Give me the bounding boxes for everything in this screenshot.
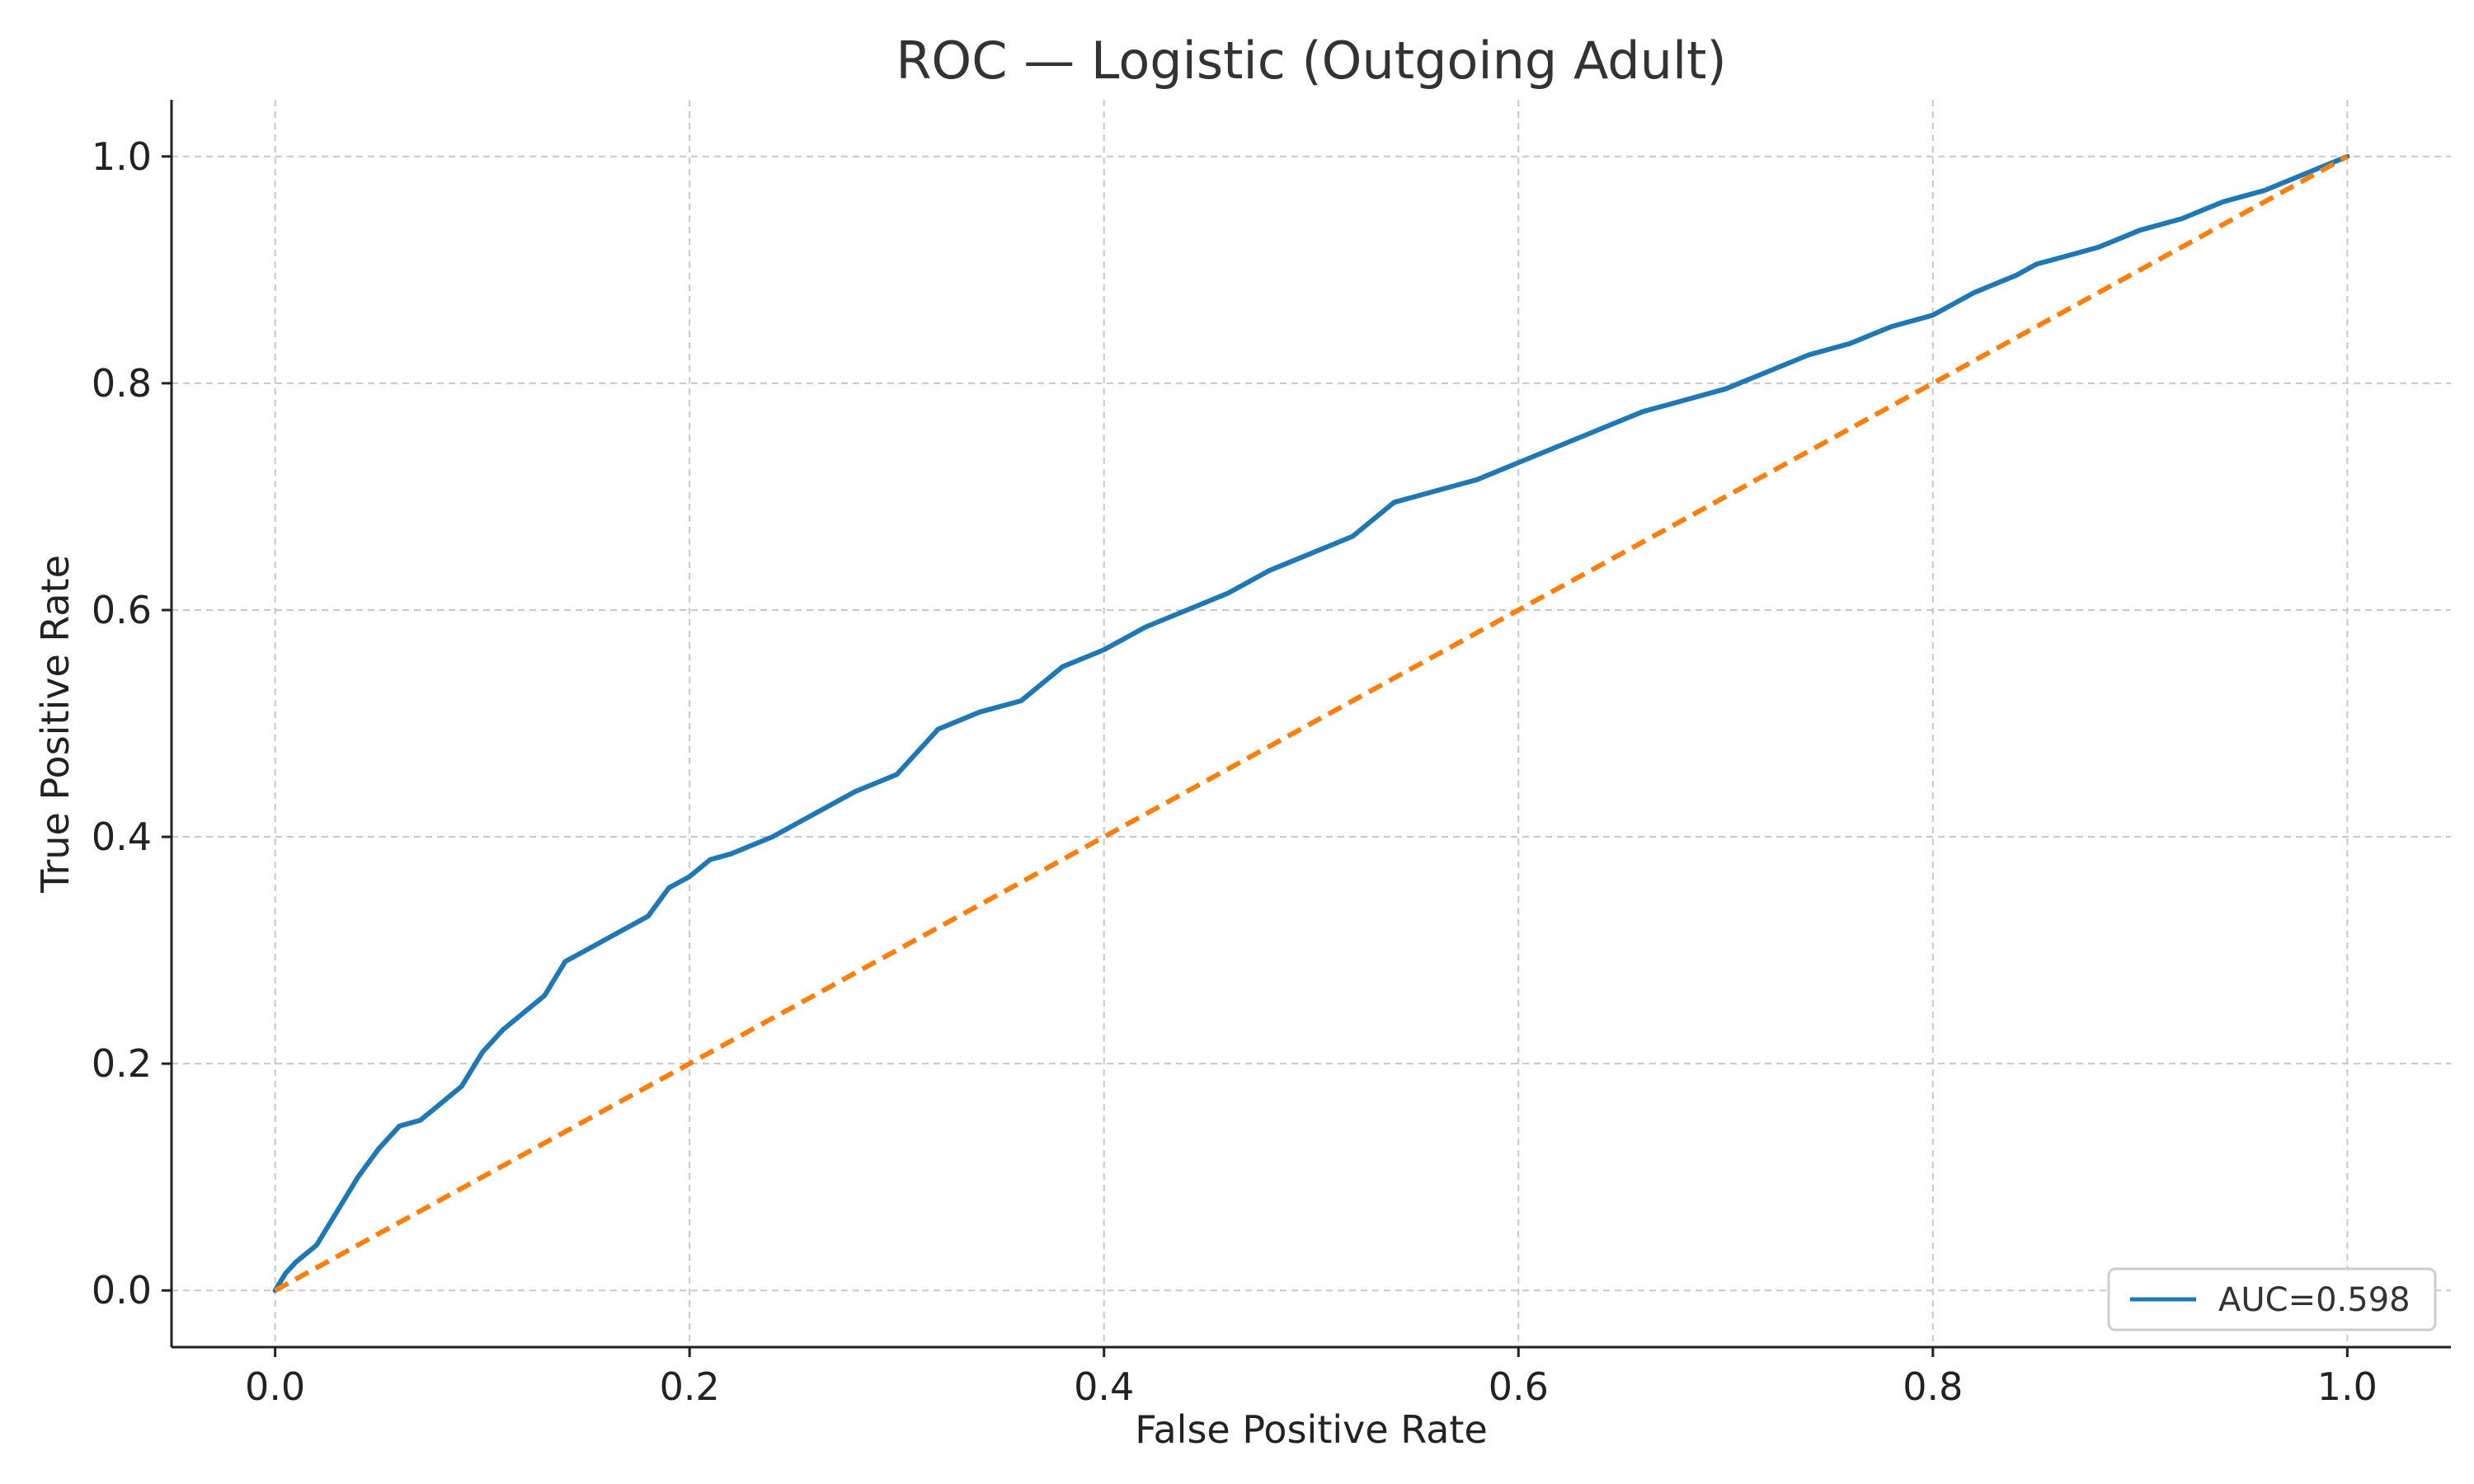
grid-layer	[172, 100, 2451, 1347]
y-tick-label: 0.0	[92, 1268, 152, 1313]
y-tick-label: 0.2	[92, 1041, 152, 1086]
x-tick-label: 0.0	[245, 1364, 305, 1409]
legend-box	[2107, 1267, 2437, 1331]
x-tick-label: 0.4	[1074, 1364, 1134, 1409]
y-tick-label: 0.8	[92, 361, 152, 406]
chance-diagonal-line	[274, 154, 2349, 1293]
x-axis-label: False Positive Rate	[1135, 1407, 1488, 1452]
axes-layer: 0.0 0.2 0.4 0.6 0.8 1.0 0.0 0.2 0.4 0.6 0.8 1.0	[92, 100, 2451, 1409]
chart-title: ROC — Logistic (Outgoing Adult)	[896, 31, 1726, 91]
x-tick-label: 0.8	[1903, 1364, 1963, 1409]
x-tick-label: 0.6	[1489, 1364, 1549, 1409]
series-layer	[272, 153, 2350, 1294]
y-tick-label: 0.6	[92, 588, 152, 632]
legend-label-auc: AUC=0.598	[2218, 1281, 2411, 1319]
x-tick-label: 0.2	[660, 1364, 720, 1409]
legend: AUC=0.598	[2107, 1267, 2437, 1331]
y-tick-label: 0.4	[92, 815, 152, 859]
y-tick-label: 1.0	[92, 134, 152, 179]
x-tick-label: 1.0	[2317, 1364, 2378, 1409]
roc-curve-line	[272, 153, 2350, 1294]
y-axis-label: True Positive Rate	[33, 555, 78, 894]
